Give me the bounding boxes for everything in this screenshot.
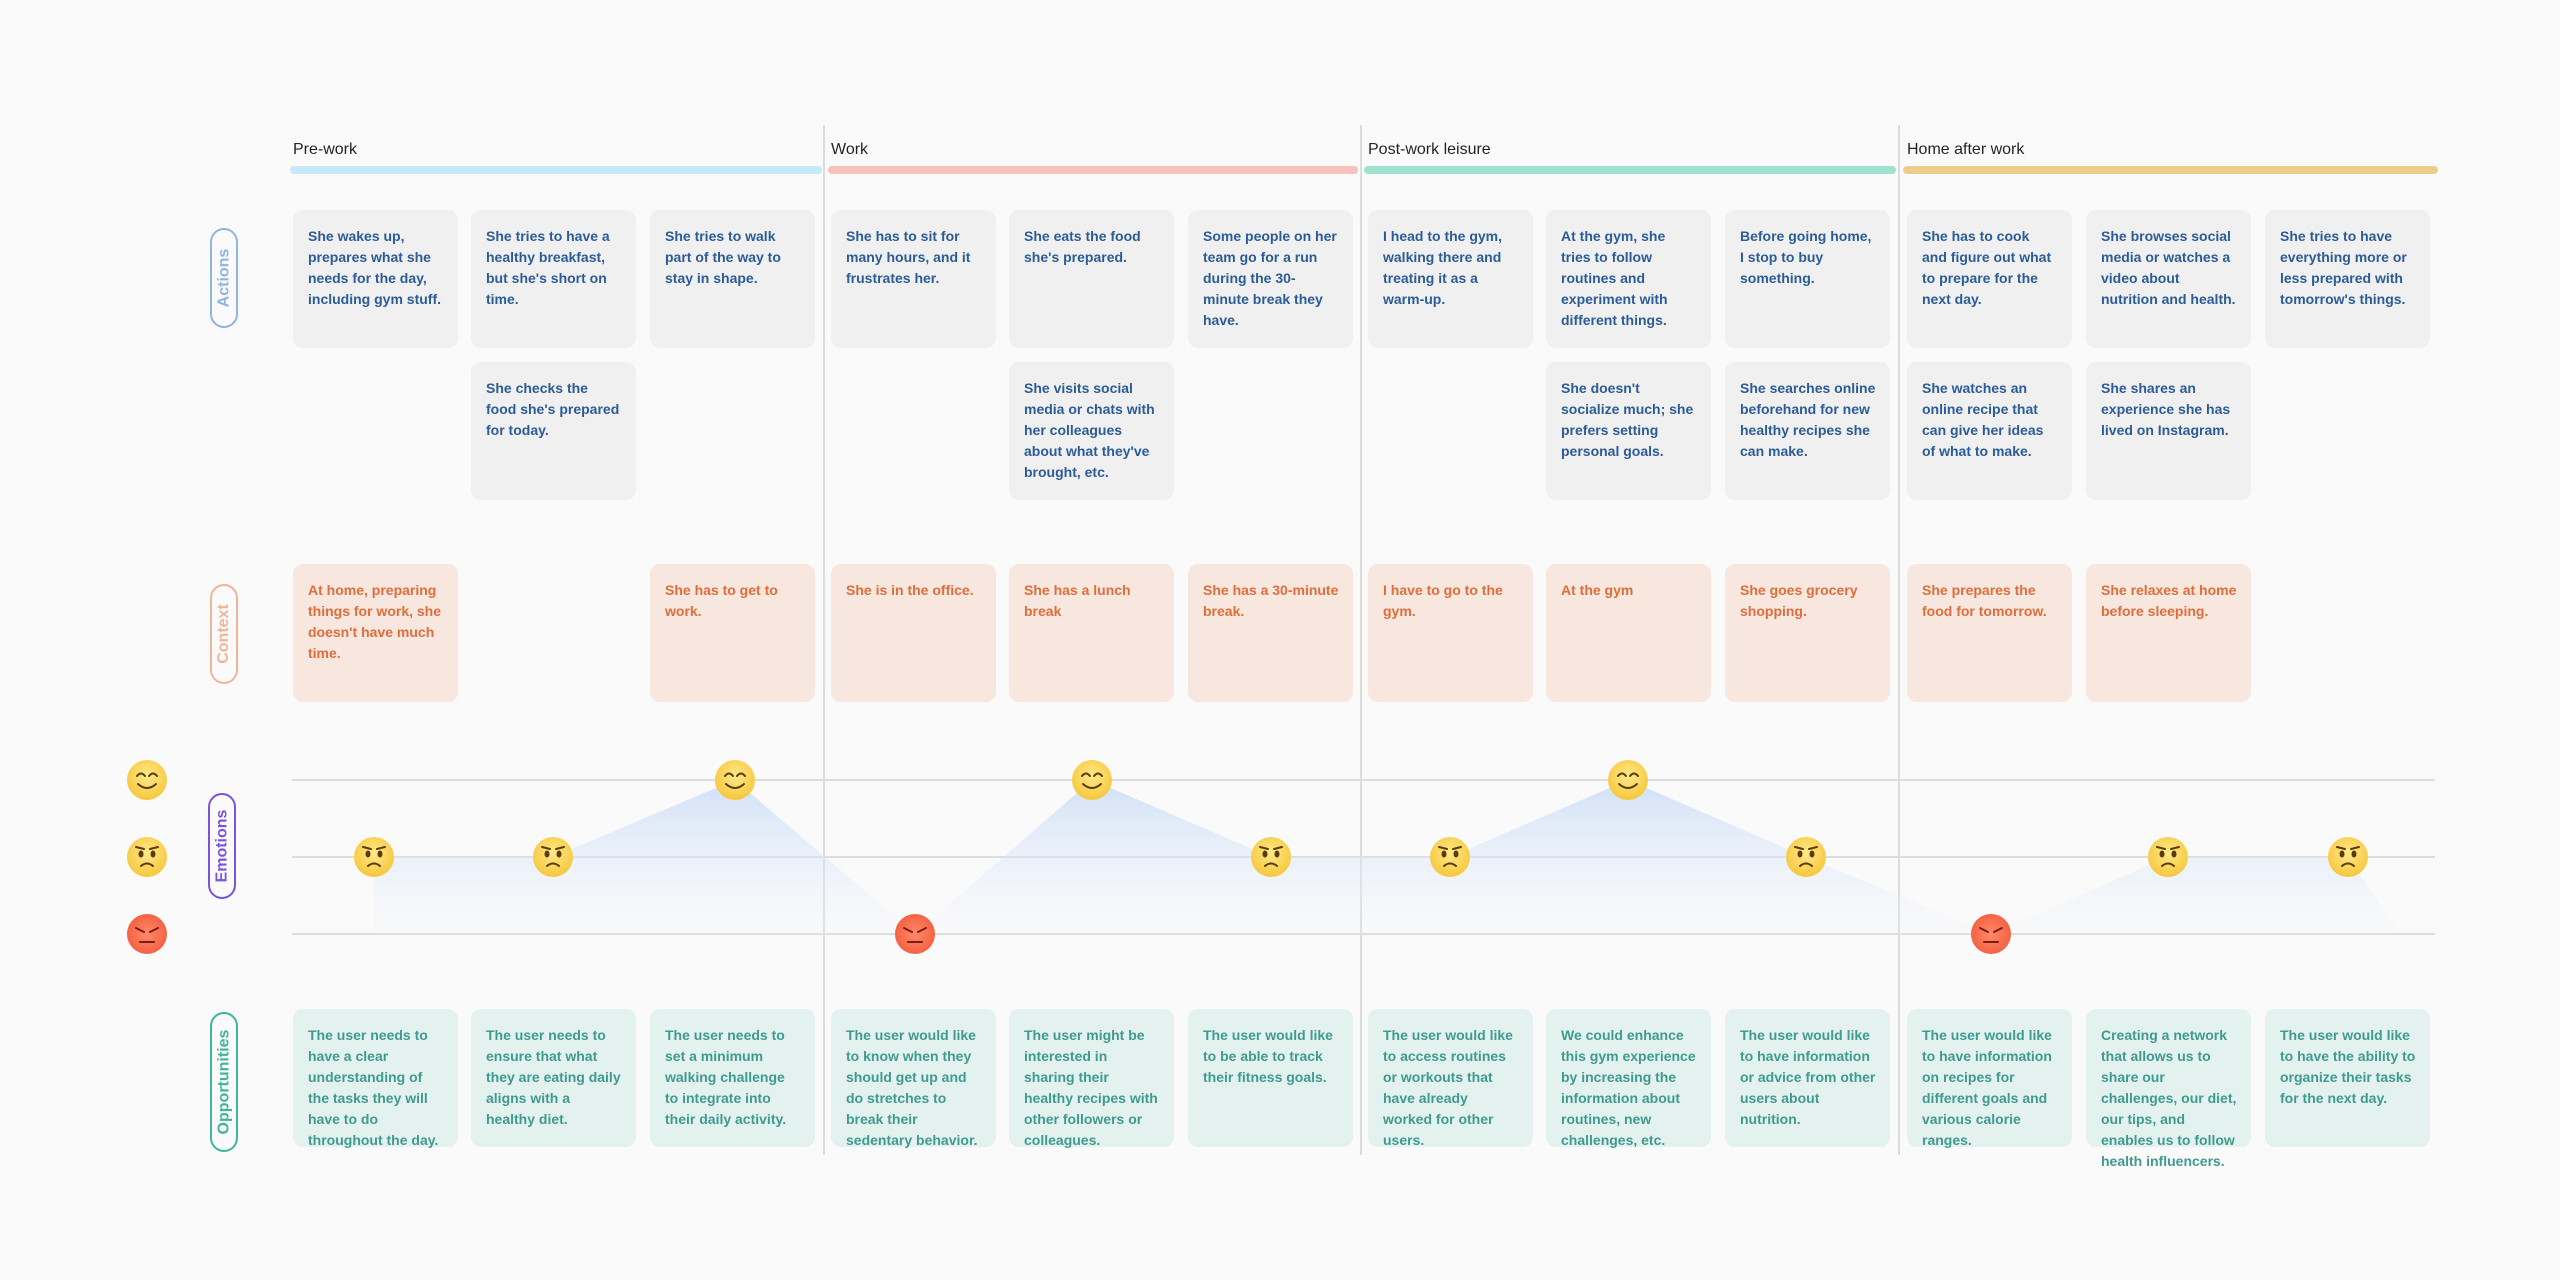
action-card: She eats the food she's prepared. (1009, 210, 1174, 348)
emotion-face-neutral-sad-icon (2328, 837, 2368, 877)
row-label-opportunities: Opportunities (210, 1012, 238, 1152)
phase-title: Home after work (1907, 141, 2025, 158)
opportunity-card: The user might be interested in sharing … (1009, 1009, 1174, 1148)
row-label-emotions: Emotions (208, 793, 236, 899)
emotion-face-neutral-sad-icon (533, 837, 573, 877)
action-card: She has to cook and figure out what to p… (1907, 210, 2072, 348)
emotion-face-happy-icon (1608, 760, 1648, 800)
context-card: She is in the office. (831, 564, 996, 702)
context-card: She has to get to work. (650, 564, 815, 702)
phase-divider (1360, 125, 1362, 1155)
context-card: She has a 30-minute break. (1188, 564, 1353, 702)
emotion-area (374, 780, 2400, 934)
opportunity-card: The user would like to have information … (1907, 1009, 2072, 1148)
action-card: She checks the food she's prepared for t… (471, 362, 636, 500)
phase-bar (1364, 166, 1896, 174)
context-card: I have to go to the gym. (1368, 564, 1533, 702)
context-card: She prepares the food for tomorrow. (1907, 564, 2072, 702)
emotion-face-neutral-sad-icon (1430, 837, 1470, 877)
emotion-face-neutral-sad-icon (1786, 837, 1826, 877)
action-card: She tries to have a healthy breakfast, b… (471, 210, 636, 348)
phase-divider (823, 125, 825, 1155)
emotion-face-happy-icon (1072, 760, 1112, 800)
opportunity-card: The user would like to have the ability … (2265, 1009, 2430, 1147)
legend-angry-face-icon (127, 914, 167, 954)
context-card: At the gym (1546, 564, 1711, 702)
action-card: Before going home, I stop to buy somethi… (1725, 210, 1890, 348)
emotion-face-neutral-sad-icon (354, 837, 394, 877)
opportunity-card: The user would like to have information … (1725, 1009, 1890, 1147)
row-label-context: Context (210, 584, 238, 684)
legend-neutral-sad-face-icon (127, 837, 167, 877)
context-card: At home, preparing things for work, she … (293, 564, 458, 702)
context-card: She relaxes at home before sleeping. (2086, 564, 2251, 702)
phase-bar (1903, 166, 2438, 174)
legend-happy-face-icon (127, 760, 167, 800)
phase-title: Pre-work (293, 141, 358, 158)
action-card: She watches an online recipe that can gi… (1907, 362, 2072, 500)
action-card: She doesn't socialize much; she prefers … (1546, 362, 1711, 500)
opportunity-card: The user needs to have a clear understan… (293, 1009, 458, 1148)
emotion-faces (354, 760, 2368, 954)
opportunity-card: The user would like to know when they sh… (831, 1009, 996, 1148)
action-card: At the gym, she tries to follow routines… (1546, 210, 1711, 348)
opportunity-card: The user needs to set a minimum walking … (650, 1009, 815, 1147)
phase-title: Post-work leisure (1368, 141, 1491, 158)
opportunity-card: We could enhance this gym experience by … (1546, 1009, 1711, 1148)
emotion-face-neutral-sad-icon (1251, 837, 1291, 877)
opportunity-card: The user would like to be able to track … (1188, 1009, 1353, 1147)
emotion-face-angry-icon (895, 914, 935, 954)
phase-title: Work (831, 141, 869, 158)
opportunity-card: Creating a network that allows us to sha… (2086, 1009, 2251, 1169)
opportunity-card: The user needs to ensure that what they … (471, 1009, 636, 1147)
action-card: She has to sit for many hours, and it fr… (831, 210, 996, 348)
action-card: Some people on her team go for a run dur… (1188, 210, 1353, 348)
context-card: She goes grocery shopping. (1725, 564, 1890, 702)
emotion-face-angry-icon (1971, 914, 2011, 954)
phase-bar (290, 166, 822, 174)
phase-divider (1898, 125, 1900, 1155)
phase-bar (828, 166, 1358, 174)
action-card: She tries to have everything more or les… (2265, 210, 2430, 348)
emotion-face-happy-icon (715, 760, 755, 800)
action-card: She tries to walk part of the way to sta… (650, 210, 815, 348)
action-card: I head to the gym, walking there and tre… (1368, 210, 1533, 348)
context-card: She has a lunch break (1009, 564, 1174, 702)
action-card: She shares an experience she has lived o… (2086, 362, 2251, 500)
action-card: She wakes up, prepares what she needs fo… (293, 210, 458, 348)
row-label-actions: Actions (210, 228, 238, 328)
opportunity-card: The user would like to access routines o… (1368, 1009, 1533, 1148)
action-card: She searches online beforehand for new h… (1725, 362, 1890, 500)
action-card: She browses social media or watches a vi… (2086, 210, 2251, 348)
emotion-face-neutral-sad-icon (2148, 837, 2188, 877)
action-card: She visits social media or chats with he… (1009, 362, 1174, 500)
emotion-legend (127, 760, 167, 954)
